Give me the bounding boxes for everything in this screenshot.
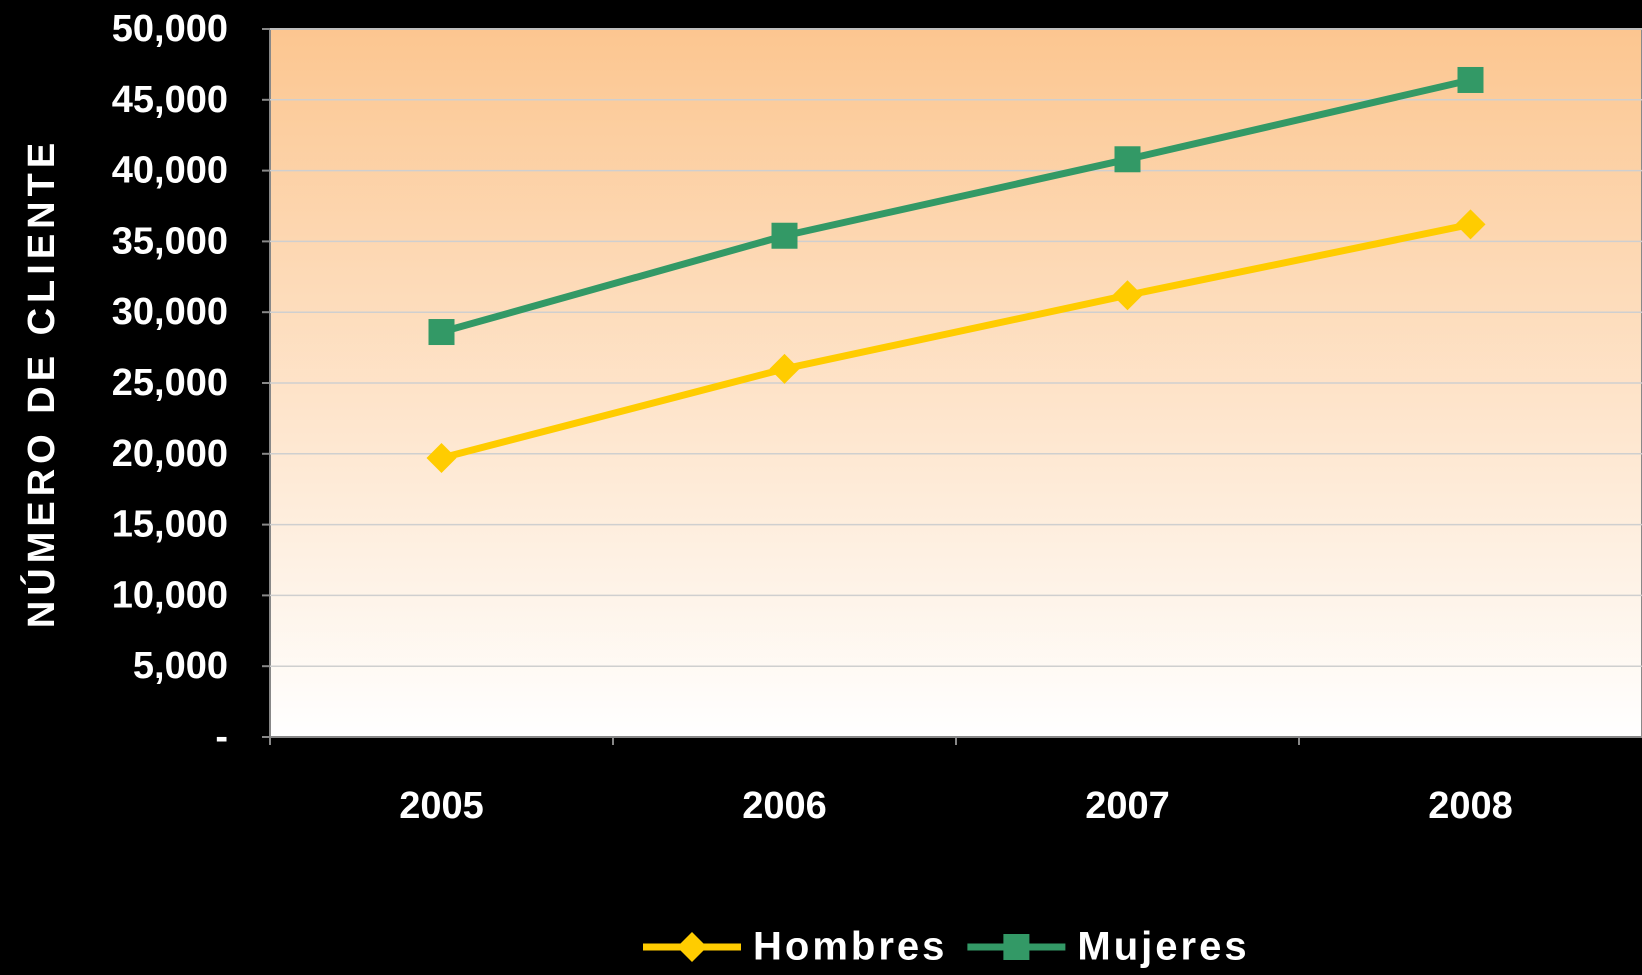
data-point xyxy=(769,353,800,384)
y-tick-label: - xyxy=(215,716,228,758)
y-tick-label: 40,000 xyxy=(112,150,228,192)
y-tick-label: 50,000 xyxy=(112,8,228,50)
legend-label: Mujeres xyxy=(1077,925,1249,969)
data-point xyxy=(428,319,455,346)
y-tick-label: 25,000 xyxy=(112,362,228,404)
y-tick-label: 20,000 xyxy=(112,433,228,475)
series-line xyxy=(440,220,1472,462)
data-point xyxy=(1112,280,1143,311)
legend-label: Hombres xyxy=(753,925,947,969)
series-line xyxy=(440,76,1472,336)
x-tick-label: 2005 xyxy=(399,785,484,827)
y-tick-label: 30,000 xyxy=(112,291,228,333)
x-tick-label: 2006 xyxy=(742,785,827,827)
data-point xyxy=(1455,209,1486,240)
data-point xyxy=(426,443,457,474)
data-point xyxy=(771,222,798,249)
y-tick-label: 10,000 xyxy=(112,574,228,616)
legend-marker xyxy=(1003,934,1030,960)
data-point xyxy=(1114,146,1141,173)
y-tick-label: 45,000 xyxy=(112,79,228,121)
y-axis-label: NÚMERO DE CLIENTE xyxy=(19,138,63,628)
y-tick-label: 15,000 xyxy=(112,504,228,546)
x-tick-label: 2008 xyxy=(1428,785,1513,827)
data-point xyxy=(1457,66,1484,93)
y-tick-label: 35,000 xyxy=(112,220,228,262)
y-tick-label: 5,000 xyxy=(133,645,228,687)
x-tick-label: 2007 xyxy=(1085,785,1170,827)
legend-marker xyxy=(677,932,707,962)
